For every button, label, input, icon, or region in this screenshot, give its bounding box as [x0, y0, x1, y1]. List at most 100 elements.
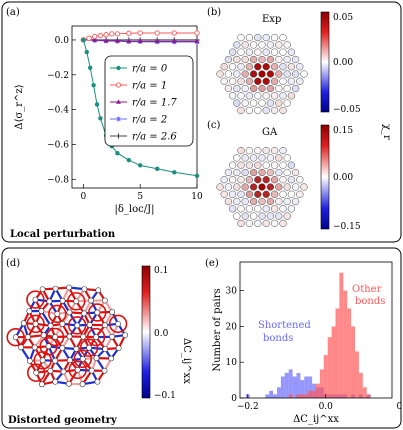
lattice-site [233, 55, 241, 64]
lattice-site [241, 70, 249, 78]
lattice-site [254, 219, 262, 228]
lattice-site [237, 48, 245, 56]
lattice-site [66, 333, 73, 340]
lattice-site [283, 197, 291, 206]
lattice-site [300, 183, 308, 191]
histogram-bar [273, 394, 277, 398]
lattice-site [275, 212, 283, 220]
lattice-site [258, 168, 266, 177]
lattice-site [254, 33, 262, 42]
lattice-site [45, 343, 52, 350]
histogram-bar [331, 326, 336, 398]
panel-c-cbar-tick-bottom: −0.15 [333, 222, 361, 232]
lattice-site [228, 190, 237, 198]
lattice-site [245, 146, 254, 155]
lattice-site [262, 33, 270, 42]
lattice-site [245, 190, 254, 198]
lattice-site [275, 41, 283, 49]
lattice-site [26, 357, 33, 364]
lattice-site [39, 381, 45, 388]
frame-bottom [1, 247, 402, 429]
panel-a-point [92, 37, 98, 42]
lattice-site [296, 63, 304, 71]
lattice-site [254, 161, 262, 169]
histogram-bar [265, 394, 270, 398]
histogram-bar [308, 376, 313, 398]
panel-b-cbar-tick-bottom: −0.05 [333, 105, 361, 115]
lattice-site [262, 77, 270, 85]
panel-b-tag: (b) [207, 7, 221, 18]
lattice-site [38, 308, 45, 314]
lattice-site [279, 190, 287, 198]
lattice-site [224, 55, 233, 64]
lattice-site [245, 219, 254, 228]
lattice-site [262, 205, 270, 213]
lattice-site [262, 92, 270, 100]
lattice-site [287, 48, 296, 56]
histogram-bar [304, 394, 309, 398]
bond-ring [88, 303, 107, 322]
lattice-site [241, 99, 249, 107]
lattice-site [291, 197, 300, 206]
lattice-site [122, 332, 128, 338]
lattice-site [220, 190, 228, 198]
lattice-site [254, 77, 262, 85]
lattice-site [88, 297, 94, 304]
lattice-site [254, 205, 262, 213]
panel-c-lattice [216, 146, 308, 228]
lattice-site [59, 320, 66, 327]
panel-a-ytick-label: −0.6 [47, 140, 69, 150]
panel-a-point [103, 32, 109, 38]
lattice-site [233, 84, 241, 93]
bond-ring [6, 327, 25, 347]
lattice-site [237, 106, 245, 115]
lattice-site [245, 77, 254, 85]
lattice-site [291, 84, 300, 93]
lattice-site [249, 84, 258, 93]
lattice-site [108, 355, 115, 362]
lattice-site [241, 183, 249, 191]
lattice-site [266, 183, 275, 191]
histogram-bar [343, 290, 348, 398]
lattice-site [80, 333, 87, 340]
lattice-site [237, 219, 245, 228]
panel-a-point [91, 83, 96, 88]
panel-a-legend-entry: r/a = 1 [132, 81, 167, 92]
lattice-site [31, 344, 38, 351]
lattice-site [220, 63, 228, 71]
panel-a-point [116, 65, 121, 71]
panel-a-footer: Local perturbation [10, 229, 116, 240]
lattice-site [262, 146, 270, 155]
panel-c-cbar-tick-top: 0.15 [333, 126, 353, 136]
bond-ring [33, 351, 52, 370]
lattice-site [249, 197, 258, 206]
lattice-site [279, 33, 287, 42]
panel-e-ylabel: Number of pairs [212, 288, 223, 371]
lattice-site [254, 63, 262, 71]
lattice-site [270, 63, 279, 71]
lattice-site [39, 357, 46, 364]
lattice-site [224, 70, 233, 78]
lattice-site [228, 205, 237, 213]
panel-a-legend-entry: r/a = 0 [132, 64, 168, 75]
lattice-site [241, 84, 249, 93]
lattice-site [270, 33, 279, 42]
lattice-site [258, 197, 266, 206]
panel-e-xtick-label: −0.2 [237, 402, 259, 412]
lattice-site [283, 55, 291, 64]
panel-e-tag: (e) [205, 258, 219, 269]
lattice-site [266, 99, 275, 107]
lattice-site [245, 106, 254, 115]
histogram-bar [277, 387, 281, 398]
histogram-bar [316, 383, 320, 398]
histogram-bar [284, 372, 289, 398]
lattice-site [245, 161, 254, 169]
panel-a-point [114, 31, 121, 37]
lattice-site [262, 48, 270, 56]
lattice-site [237, 146, 245, 155]
lattice-site [24, 334, 31, 340]
lattice-site [109, 333, 115, 340]
histogram-bar [323, 355, 328, 398]
lattice-site [266, 55, 275, 64]
